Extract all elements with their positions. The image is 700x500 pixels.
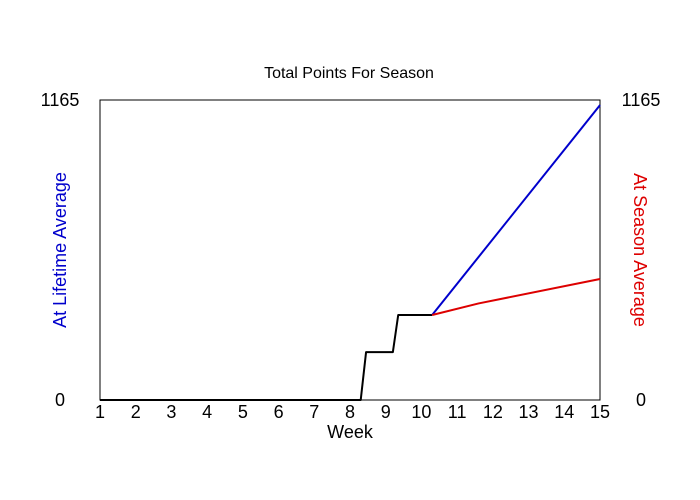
x-tick-label: 3 (166, 402, 176, 422)
y-left-max-label: 1165 (41, 90, 80, 110)
y-left-min-label: 0 (55, 390, 65, 410)
plot-frame (99, 99, 601, 401)
x-tick-label: 13 (519, 402, 539, 422)
actual-series-line (100, 314, 433, 401)
x-tick-label: 1 (95, 402, 105, 422)
series-layer (100, 104, 601, 401)
y-right-min-label: 0 (636, 390, 646, 410)
season-series-line (431, 277, 601, 316)
y-right-max-label: 1165 (622, 90, 661, 110)
x-tick-label: 15 (590, 402, 610, 422)
x-tick-label: 8 (345, 402, 355, 422)
x-tick-label: 4 (202, 402, 212, 422)
x-tick-label: 9 (381, 402, 391, 422)
x-tick-label: 7 (309, 402, 319, 422)
lifetime-series-line (431, 104, 601, 316)
x-tick-label: 6 (274, 402, 284, 422)
chart-title: Total Points For Season (264, 65, 434, 82)
x-tick-label: 10 (411, 402, 431, 422)
x-tick-labels: 1 2 3 4 5 6 7 8 9 10 11 12 13 14 15 (95, 402, 610, 422)
x-tick-label: 5 (238, 402, 248, 422)
x-axis-label: Week (327, 422, 374, 442)
x-tick-label: 14 (554, 402, 574, 422)
x-tick-label: 12 (483, 402, 503, 422)
y-left-axis-label: At Lifetime Average (50, 172, 70, 328)
y-right-axis-label: At Season Average (630, 173, 650, 327)
x-tick-label: 2 (131, 402, 141, 422)
x-tick-label: 11 (448, 402, 467, 422)
